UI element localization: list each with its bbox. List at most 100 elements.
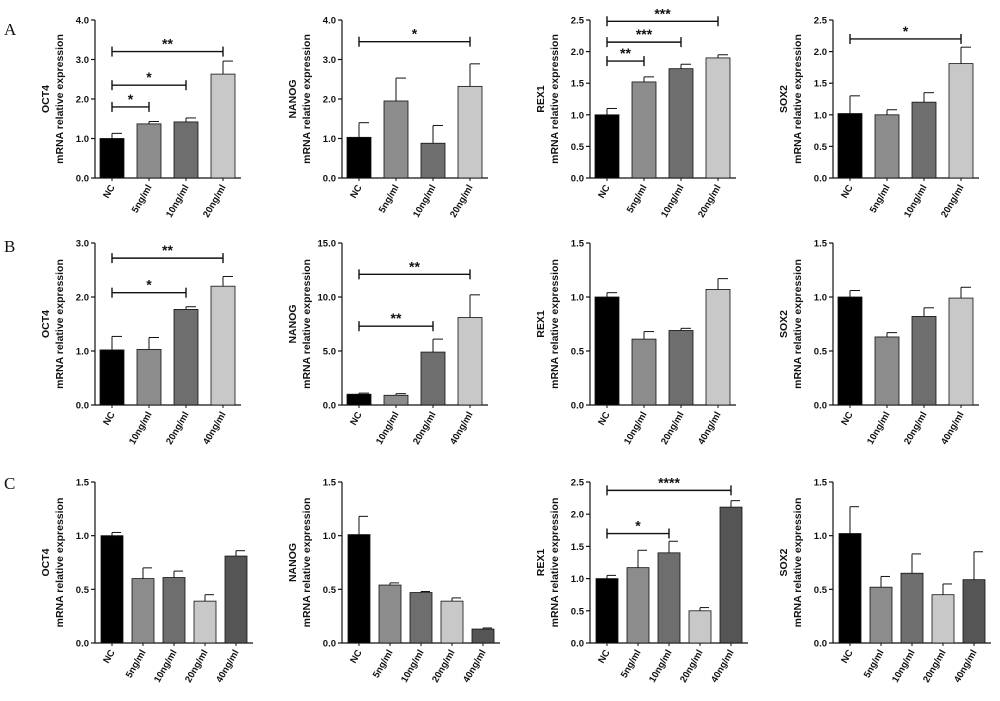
y-tick-label: 1.0: [323, 134, 336, 145]
category-label: 10ng/ml: [647, 648, 674, 685]
y-tick-label: 1.0: [814, 293, 827, 304]
bar: [911, 101, 937, 179]
bar-chart-a-3: 0.0 0.5 1.0 1.5 2.0 2.5 REX1 mRNA relative expr…: [535, 5, 736, 220]
row-label-a: A: [4, 20, 17, 39]
y-tick-label: 2.5: [571, 478, 585, 489]
bar: [471, 628, 495, 644]
bar: [626, 567, 650, 644]
bar: [131, 578, 155, 644]
bar: [631, 81, 657, 179]
category-label: NC: [101, 410, 117, 428]
category-label: 10ng/ml: [127, 410, 154, 447]
bar: [688, 610, 712, 644]
bar: [420, 351, 446, 406]
bar: [962, 579, 986, 644]
category-label: NC: [348, 648, 364, 666]
category-label: 20ng/ml: [430, 648, 457, 685]
category-label: 10ng/ml: [374, 410, 401, 447]
bar-chart-c-2: 0.0 0.5 1.0 1.5 NANOG mRNA relative expressio…: [287, 478, 500, 685]
category-label: 10ng/ml: [164, 183, 191, 220]
bar: [136, 348, 162, 406]
y-tick-label: 2.0: [571, 510, 584, 521]
category-label: 5ng/ml: [371, 648, 396, 680]
bar: [383, 100, 409, 179]
bar: [347, 534, 371, 644]
category-label: NC: [596, 410, 612, 428]
y-tick-label: 2.0: [571, 47, 584, 58]
y-tick-label: 0.5: [571, 347, 585, 358]
bar: [409, 592, 433, 644]
y-tick-label: 1.5: [76, 478, 90, 489]
y-tick-label: 1.0: [323, 531, 336, 542]
y-tick-label: 1.0: [571, 110, 584, 121]
y-tick-label: 0.5: [571, 606, 585, 617]
bar: [210, 73, 236, 179]
category-label: 20ng/ml: [659, 410, 686, 447]
y-tick-label: 2.0: [76, 293, 89, 304]
significance-label: **: [409, 258, 420, 274]
y-axis-unit-label: mRNA relative expression: [54, 259, 66, 389]
y-tick-label: 0.0: [814, 401, 827, 412]
bar: [594, 296, 620, 406]
bar: [457, 85, 483, 179]
bar: [99, 349, 125, 406]
y-tick-label: 1.0: [76, 347, 89, 358]
bar: [193, 600, 217, 644]
significance-label: *: [412, 26, 418, 42]
category-label: 10ng/ml: [622, 410, 649, 447]
y-tick-label: 1.5: [323, 478, 337, 489]
bar-chart-a-2: 0.0 1.0 2.0 3.0 4.0 NANOG mRNA relative expres…: [287, 16, 488, 220]
y-tick-label: 0.5: [814, 585, 828, 596]
y-tick-label: 1.5: [571, 542, 585, 553]
bar: [173, 309, 199, 406]
y-tick-label: 0.5: [814, 347, 828, 358]
bar: [719, 506, 743, 644]
y-tick-label: 0.0: [571, 639, 584, 650]
y-axis-gene-label: OCT4: [40, 310, 52, 338]
bar: [668, 330, 694, 406]
bar: [595, 578, 619, 644]
y-tick-label: 0.5: [814, 142, 828, 153]
bar: [948, 63, 974, 179]
y-axis-unit-label: mRNA relative expression: [54, 34, 66, 164]
bar: [383, 394, 409, 406]
y-tick-label: 2.0: [76, 95, 89, 106]
bar: [378, 584, 402, 644]
y-tick-label: 1.0: [76, 134, 89, 145]
category-label: 10ng/ml: [152, 648, 179, 685]
bar: [631, 338, 657, 406]
category-label: 10ng/ml: [890, 648, 917, 685]
y-tick-label: 4.0: [76, 16, 89, 27]
bar: [911, 316, 937, 406]
category-label: NC: [596, 183, 612, 201]
y-tick-label: 1.5: [814, 79, 828, 90]
bar-chart-b-1: 0.0 1.0 2.0 3.0 OCT4 mRNA relative expression…: [40, 239, 241, 447]
category-label: NC: [839, 183, 855, 201]
category-label: 5ng/ml: [619, 648, 644, 680]
bar: [900, 572, 924, 644]
significance-label: ****: [658, 474, 680, 490]
significance-label: *: [146, 277, 152, 293]
category-label: 20ng/ml: [902, 410, 929, 447]
bar: [162, 577, 186, 644]
y-tick-label: 0.0: [323, 401, 336, 412]
bar: [420, 142, 446, 179]
category-label: 40ng/ml: [214, 648, 241, 685]
y-tick-label: 0.0: [76, 174, 89, 185]
y-tick-label: 4.0: [323, 16, 336, 27]
bar: [594, 114, 620, 179]
category-label: NC: [348, 410, 364, 428]
bar: [657, 552, 681, 644]
row-label-b: B: [4, 237, 15, 256]
y-tick-label: 0.0: [814, 174, 827, 185]
y-axis-gene-label: NANOG: [287, 304, 299, 343]
bar: [99, 138, 125, 179]
category-label: 20ng/ml: [939, 183, 966, 220]
y-tick-label: 3.0: [76, 55, 89, 66]
bar: [874, 114, 900, 179]
category-label: 20ng/ml: [696, 183, 723, 220]
category-label: 20ng/ml: [411, 410, 438, 447]
y-tick-label: 15.0: [318, 239, 337, 250]
bar-chart-a-1: 0.0 1.0 2.0 3.0 4.0 OCT4 mRNA relative express…: [40, 16, 241, 220]
